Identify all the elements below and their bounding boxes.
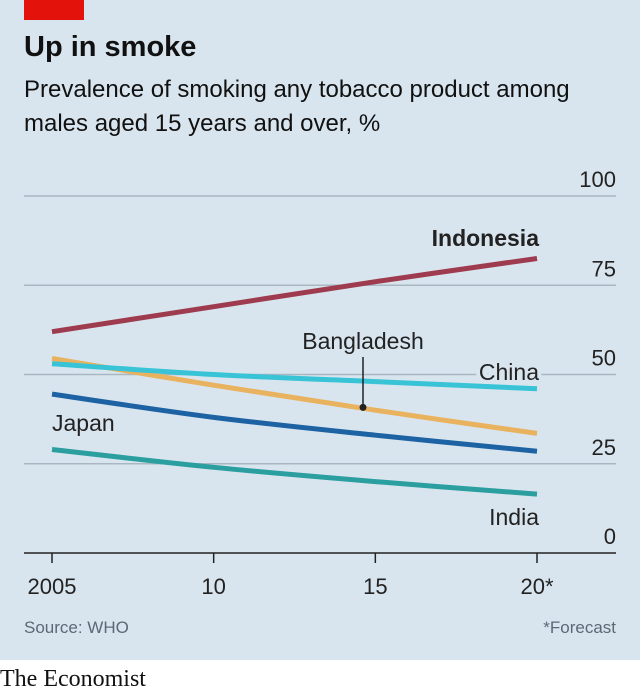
x-tick-label: 15 bbox=[363, 574, 387, 599]
series-line-china bbox=[51, 361, 538, 392]
chart-title: Up in smoke bbox=[24, 31, 197, 63]
series-label-india: India bbox=[489, 504, 539, 530]
publisher-logo: The Economist bbox=[0, 666, 146, 692]
series-line-japan bbox=[51, 391, 538, 454]
x-tick-label: 2005 bbox=[28, 574, 77, 599]
series-lines bbox=[51, 256, 538, 497]
series-label-indonesia: Indonesia bbox=[432, 225, 540, 251]
series-labels: Indonesia Bangladesh China Japan India bbox=[52, 225, 543, 530]
series-label-japan: Japan bbox=[52, 410, 115, 436]
x-axis: 2005 10 15 20* bbox=[24, 552, 616, 599]
brand-accent-tab bbox=[24, 0, 84, 20]
y-tick-labels: 0 25 50 75 100 bbox=[579, 167, 616, 549]
x-tick-label: 10 bbox=[201, 574, 225, 599]
y-tick-label: 50 bbox=[592, 346, 616, 371]
source-note: Source: WHO bbox=[24, 618, 129, 637]
y-tick-label: 100 bbox=[579, 167, 616, 192]
y-tick-label: 0 bbox=[604, 524, 616, 549]
series-line-india bbox=[51, 446, 538, 497]
forecast-footnote: *Forecast bbox=[543, 618, 616, 637]
line-chart: 0 25 50 75 100 2005 10 15 20* Indonesia Banglade… bbox=[24, 167, 616, 599]
y-tick-label: 25 bbox=[592, 435, 616, 460]
series-label-china: China bbox=[479, 359, 539, 385]
bangladesh-pointer-dot bbox=[359, 403, 367, 411]
chart-panel bbox=[0, 0, 640, 660]
series-line-indonesia bbox=[51, 256, 538, 335]
y-tick-label: 75 bbox=[592, 256, 616, 281]
series-label-bangladesh: Bangladesh bbox=[302, 328, 424, 354]
chart-subtitle: Prevalence of smoking any tobacco produc… bbox=[24, 76, 570, 137]
x-tick-label: 20* bbox=[520, 574, 553, 599]
gridlines bbox=[24, 195, 616, 465]
